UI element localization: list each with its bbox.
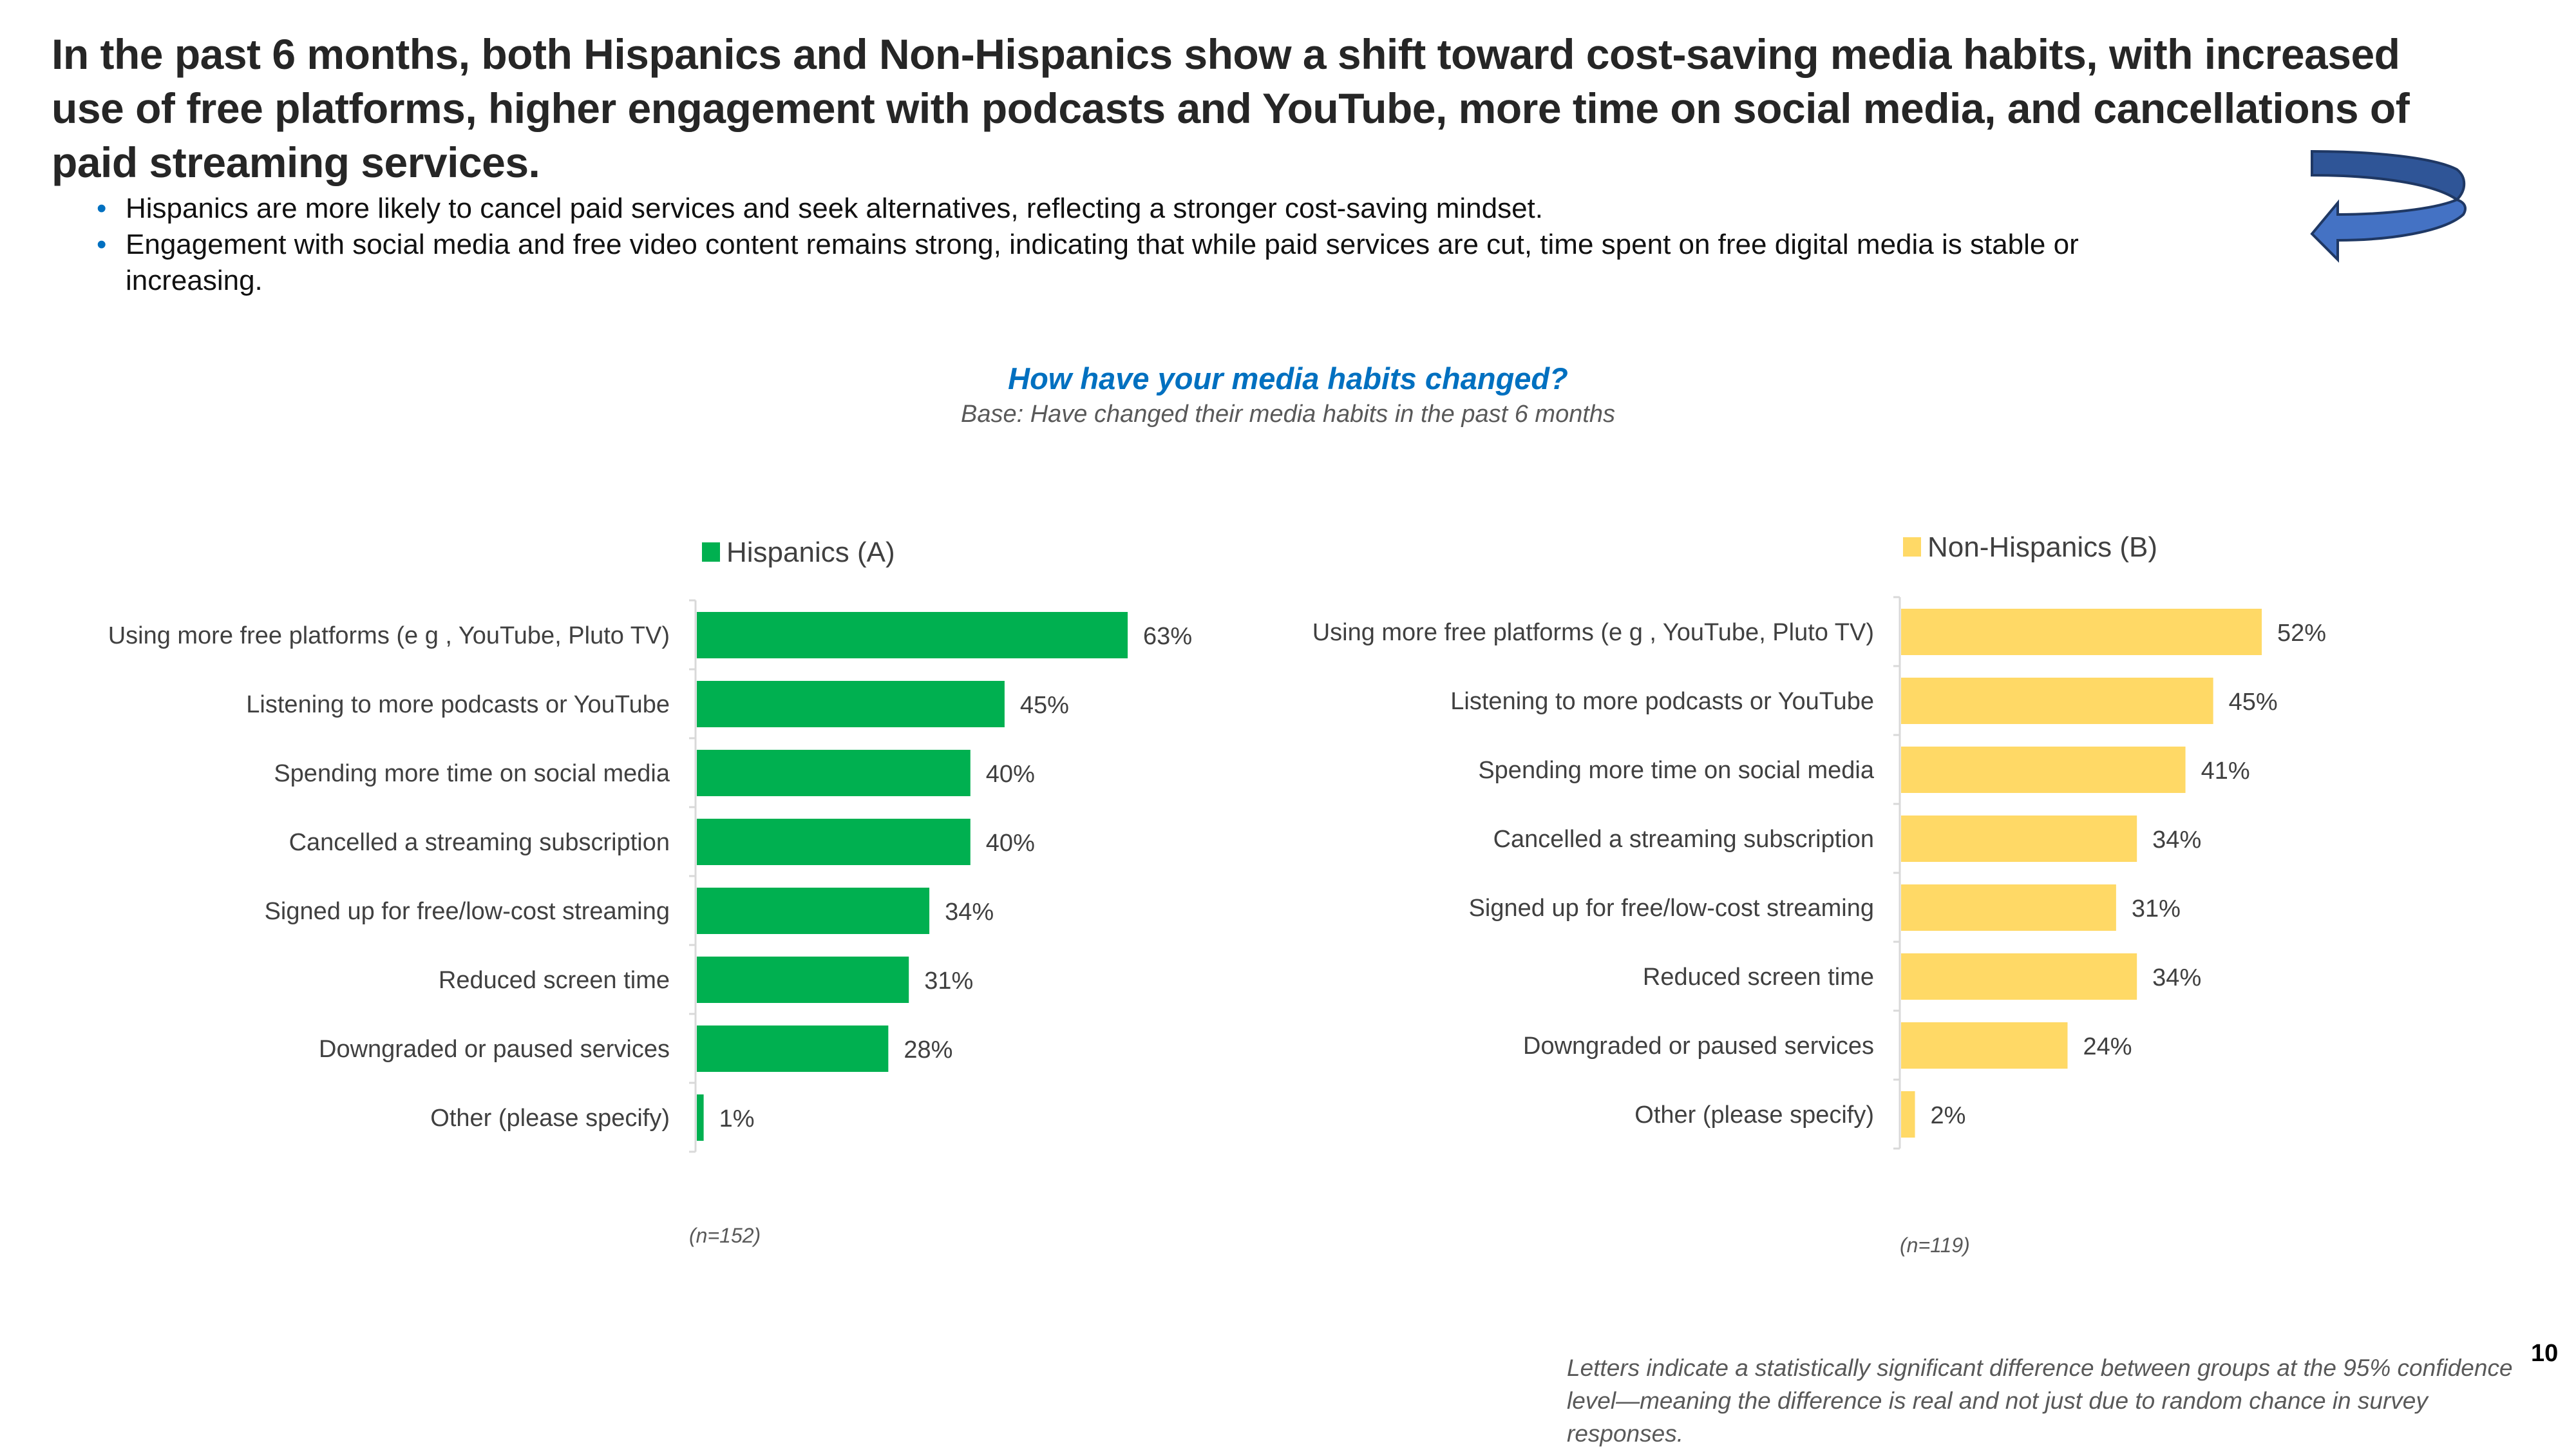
category-label: Spending more time on social media [1478, 757, 1875, 784]
bar-hispanics [697, 681, 1005, 727]
category-label: Other (please specify) [430, 1105, 670, 1132]
category-label: Signed up for free/low-cost streaming [1469, 895, 1874, 922]
bar-hispanics [697, 750, 971, 796]
significance-footnote: Letters indicate a statistically signifi… [1567, 1355, 2513, 1447]
value-label: 45% [1020, 692, 1069, 719]
value-label: 24% [2083, 1033, 2132, 1060]
question-title: How have your media habits changed? [1008, 361, 1568, 396]
bar-non-hispanics [1901, 609, 2262, 655]
bar-hispanics [697, 819, 971, 865]
value-label: 63% [1143, 623, 1192, 650]
category-label: Reduced screen time [1643, 964, 1874, 991]
category-label: Listening to more podcasts or YouTube [246, 691, 670, 718]
value-label: 31% [924, 968, 973, 995]
slide-headline: In the past 6 months, both Hispanics and… [52, 30, 2410, 186]
key-finding-item: • Engagement with social media and free v… [97, 227, 2157, 299]
category-label: Spending more time on social media [274, 760, 670, 787]
bar-hispanics [697, 957, 909, 1003]
bar-non-hispanics [1901, 953, 2137, 1000]
value-label: 31% [2132, 895, 2181, 922]
page-number: 10 [2531, 1340, 2559, 1367]
category-label: Listening to more podcasts or YouTube [1450, 688, 1874, 715]
value-label: 1% [719, 1105, 755, 1132]
value-label: 45% [2229, 689, 2278, 716]
u-turn-arrow-icon [2310, 149, 2467, 263]
value-label: 40% [986, 761, 1035, 788]
category-label: Cancelled a streaming subscription [1493, 826, 1874, 853]
bullet-dot-icon: • [97, 229, 107, 260]
value-label: 40% [986, 830, 1035, 857]
value-label: 34% [2152, 964, 2201, 991]
bar-hispanics [697, 612, 1128, 658]
value-label: 2% [1931, 1102, 1966, 1129]
category-label: Signed up for free/low-cost streaming [265, 898, 670, 925]
bar-non-hispanics [1901, 1091, 1915, 1138]
bar-non-hispanics [1901, 1022, 2068, 1069]
key-finding-text: Engagement with social media and free vi… [126, 229, 2079, 296]
question-base: Base: Have changed their media habits in… [960, 401, 1616, 428]
value-label: 41% [2201, 758, 2250, 785]
value-label: 34% [2152, 826, 2201, 854]
category-label: Using more free platforms (e g , YouTube… [1312, 619, 1874, 646]
key-finding-item: • Hispanics are more likely to cancel pai… [97, 191, 2157, 227]
bar-non-hispanics [1901, 884, 2116, 931]
category-label: Cancelled a streaming subscription [289, 829, 670, 856]
key-finding-text: Hispanics are more likely to cancel paid… [126, 193, 1544, 224]
category-label: Using more free platforms (e g , YouTube… [108, 622, 670, 649]
category-label: Downgraded or paused services [1523, 1033, 1874, 1060]
category-label: Reduced screen time [439, 967, 670, 994]
value-label: 52% [2277, 620, 2326, 647]
legend-label-non-hispanics: Non-Hispanics (B) [1927, 531, 2157, 563]
bar-non-hispanics [1901, 747, 2186, 793]
bar-non-hispanics [1901, 678, 2213, 724]
legend-label-hispanics: Hispanics (A) [726, 537, 895, 568]
bar-hispanics [697, 1025, 889, 1072]
value-label: 34% [945, 899, 994, 926]
sample-size-non-hispanics: (n=119) [1900, 1234, 1970, 1257]
key-findings-list: • Hispanics are more likely to cancel pai… [97, 191, 2157, 299]
bar-non-hispanics [1901, 816, 2137, 862]
category-label: Downgraded or paused services [319, 1036, 670, 1063]
legend-swatch-non-hispanics [1903, 537, 1921, 557]
bar-hispanics [697, 1094, 704, 1141]
bar-hispanics [697, 888, 930, 934]
value-label: 28% [904, 1036, 952, 1064]
sample-size-hispanics: (n=152) [689, 1224, 761, 1247]
bullet-dot-icon: • [97, 193, 107, 224]
category-label: Other (please specify) [1634, 1102, 1874, 1129]
legend-swatch-hispanics [702, 542, 720, 562]
